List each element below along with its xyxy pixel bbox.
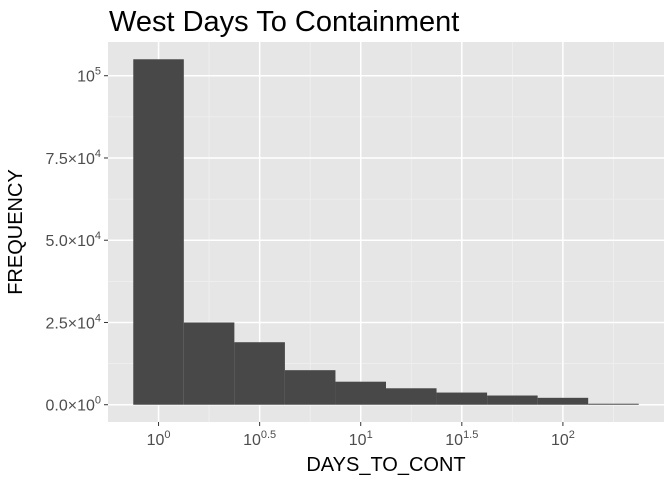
x-axis-title: DAYS_TO_CONT <box>306 454 465 476</box>
x-tick-label: 102 <box>551 429 575 449</box>
histogram-bar <box>436 392 488 405</box>
y-axis-ticks: 0.0×100 2.5×104 5.0×104 7.5×104 105 <box>45 66 108 415</box>
histogram-bars <box>133 59 639 405</box>
y-tick-label: 5.0×104 <box>45 230 101 250</box>
minor-gridlines <box>108 42 664 422</box>
histogram-bar <box>133 59 184 405</box>
y-tick-label: 0.0×100 <box>45 395 101 415</box>
chart-title: West Days To Containment <box>109 6 459 38</box>
y-tick-label: 2.5×104 <box>45 312 101 332</box>
histogram-bar <box>386 388 437 405</box>
x-tick-label: 101 <box>349 429 373 449</box>
histogram-bar <box>487 395 538 405</box>
histogram-bar <box>183 322 235 405</box>
histogram-bar <box>335 381 386 405</box>
y-tick-label: 7.5×104 <box>45 148 101 168</box>
x-tick-label: 100.5 <box>243 429 276 449</box>
y-tick-label: 105 <box>77 66 101 86</box>
x-tick-label: 101.5 <box>445 429 478 449</box>
histogram-bar <box>234 342 285 405</box>
histogram-bar <box>537 397 589 405</box>
y-axis-title: FREQUENCY <box>5 169 27 295</box>
plot-panel <box>108 42 664 422</box>
histogram-bar <box>284 370 336 405</box>
histogram-bar <box>588 403 639 405</box>
x-axis-ticks: 100 100.5 101 101.5 102 <box>147 422 575 449</box>
x-tick-label: 100 <box>147 429 171 449</box>
